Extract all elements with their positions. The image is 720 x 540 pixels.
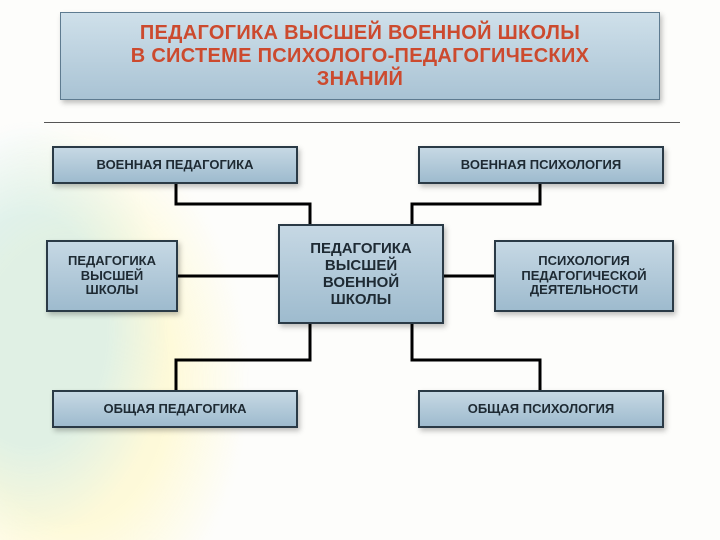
title-divider <box>44 122 680 123</box>
node-higher-ped: ПЕДАГОГИКА ВЫСШЕЙ ШКОЛЫ <box>46 240 178 312</box>
node-mil-psy-label: ВОЕННАЯ ПСИХОЛОГИЯ <box>461 158 621 173</box>
diagram-title-label: ПЕДАГОГИКА ВЫСШЕЙ ВОЕННОЙ ШКОЛЫ В СИСТЕМ… <box>131 22 590 91</box>
node-higher-ped-label: ПЕДАГОГИКА ВЫСШЕЙ ШКОЛЫ <box>68 254 156 299</box>
node-gen-psy: ОБЩАЯ ПСИХОЛОГИЯ <box>418 390 664 428</box>
node-gen-psy-label: ОБЩАЯ ПСИХОЛОГИЯ <box>468 402 615 417</box>
node-ped-psy: ПСИХОЛОГИЯ ПЕДАГОГИЧЕСКОЙ ДЕЯТЕЛЬНОСТИ <box>494 240 674 312</box>
diagram-stage: ПЕДАГОГИКА ВЫСШЕЙ ВОЕННОЙ ШКОЛЫ В СИСТЕМ… <box>0 0 720 540</box>
node-gen-ped-label: ОБЩАЯ ПЕДАГОГИКА <box>103 402 246 417</box>
node-mil-psy: ВОЕННАЯ ПСИХОЛОГИЯ <box>418 146 664 184</box>
node-mil-ped-label: ВОЕННАЯ ПЕДАГОГИКА <box>97 158 254 173</box>
edge-center-mil-psy <box>412 184 540 224</box>
center-node-label: ПЕДАГОГИКА ВЫСШЕЙ ВОЕННОЙ ШКОЛЫ <box>310 240 412 309</box>
node-ped-psy-label: ПСИХОЛОГИЯ ПЕДАГОГИЧЕСКОЙ ДЕЯТЕЛЬНОСТИ <box>521 254 646 299</box>
node-gen-ped: ОБЩАЯ ПЕДАГОГИКА <box>52 390 298 428</box>
center-node: ПЕДАГОГИКА ВЫСШЕЙ ВОЕННОЙ ШКОЛЫ <box>278 224 444 324</box>
node-mil-ped: ВОЕННАЯ ПЕДАГОГИКА <box>52 146 298 184</box>
edge-center-gen-psy <box>412 324 540 390</box>
diagram-title: ПЕДАГОГИКА ВЫСШЕЙ ВОЕННОЙ ШКОЛЫ В СИСТЕМ… <box>60 12 660 100</box>
